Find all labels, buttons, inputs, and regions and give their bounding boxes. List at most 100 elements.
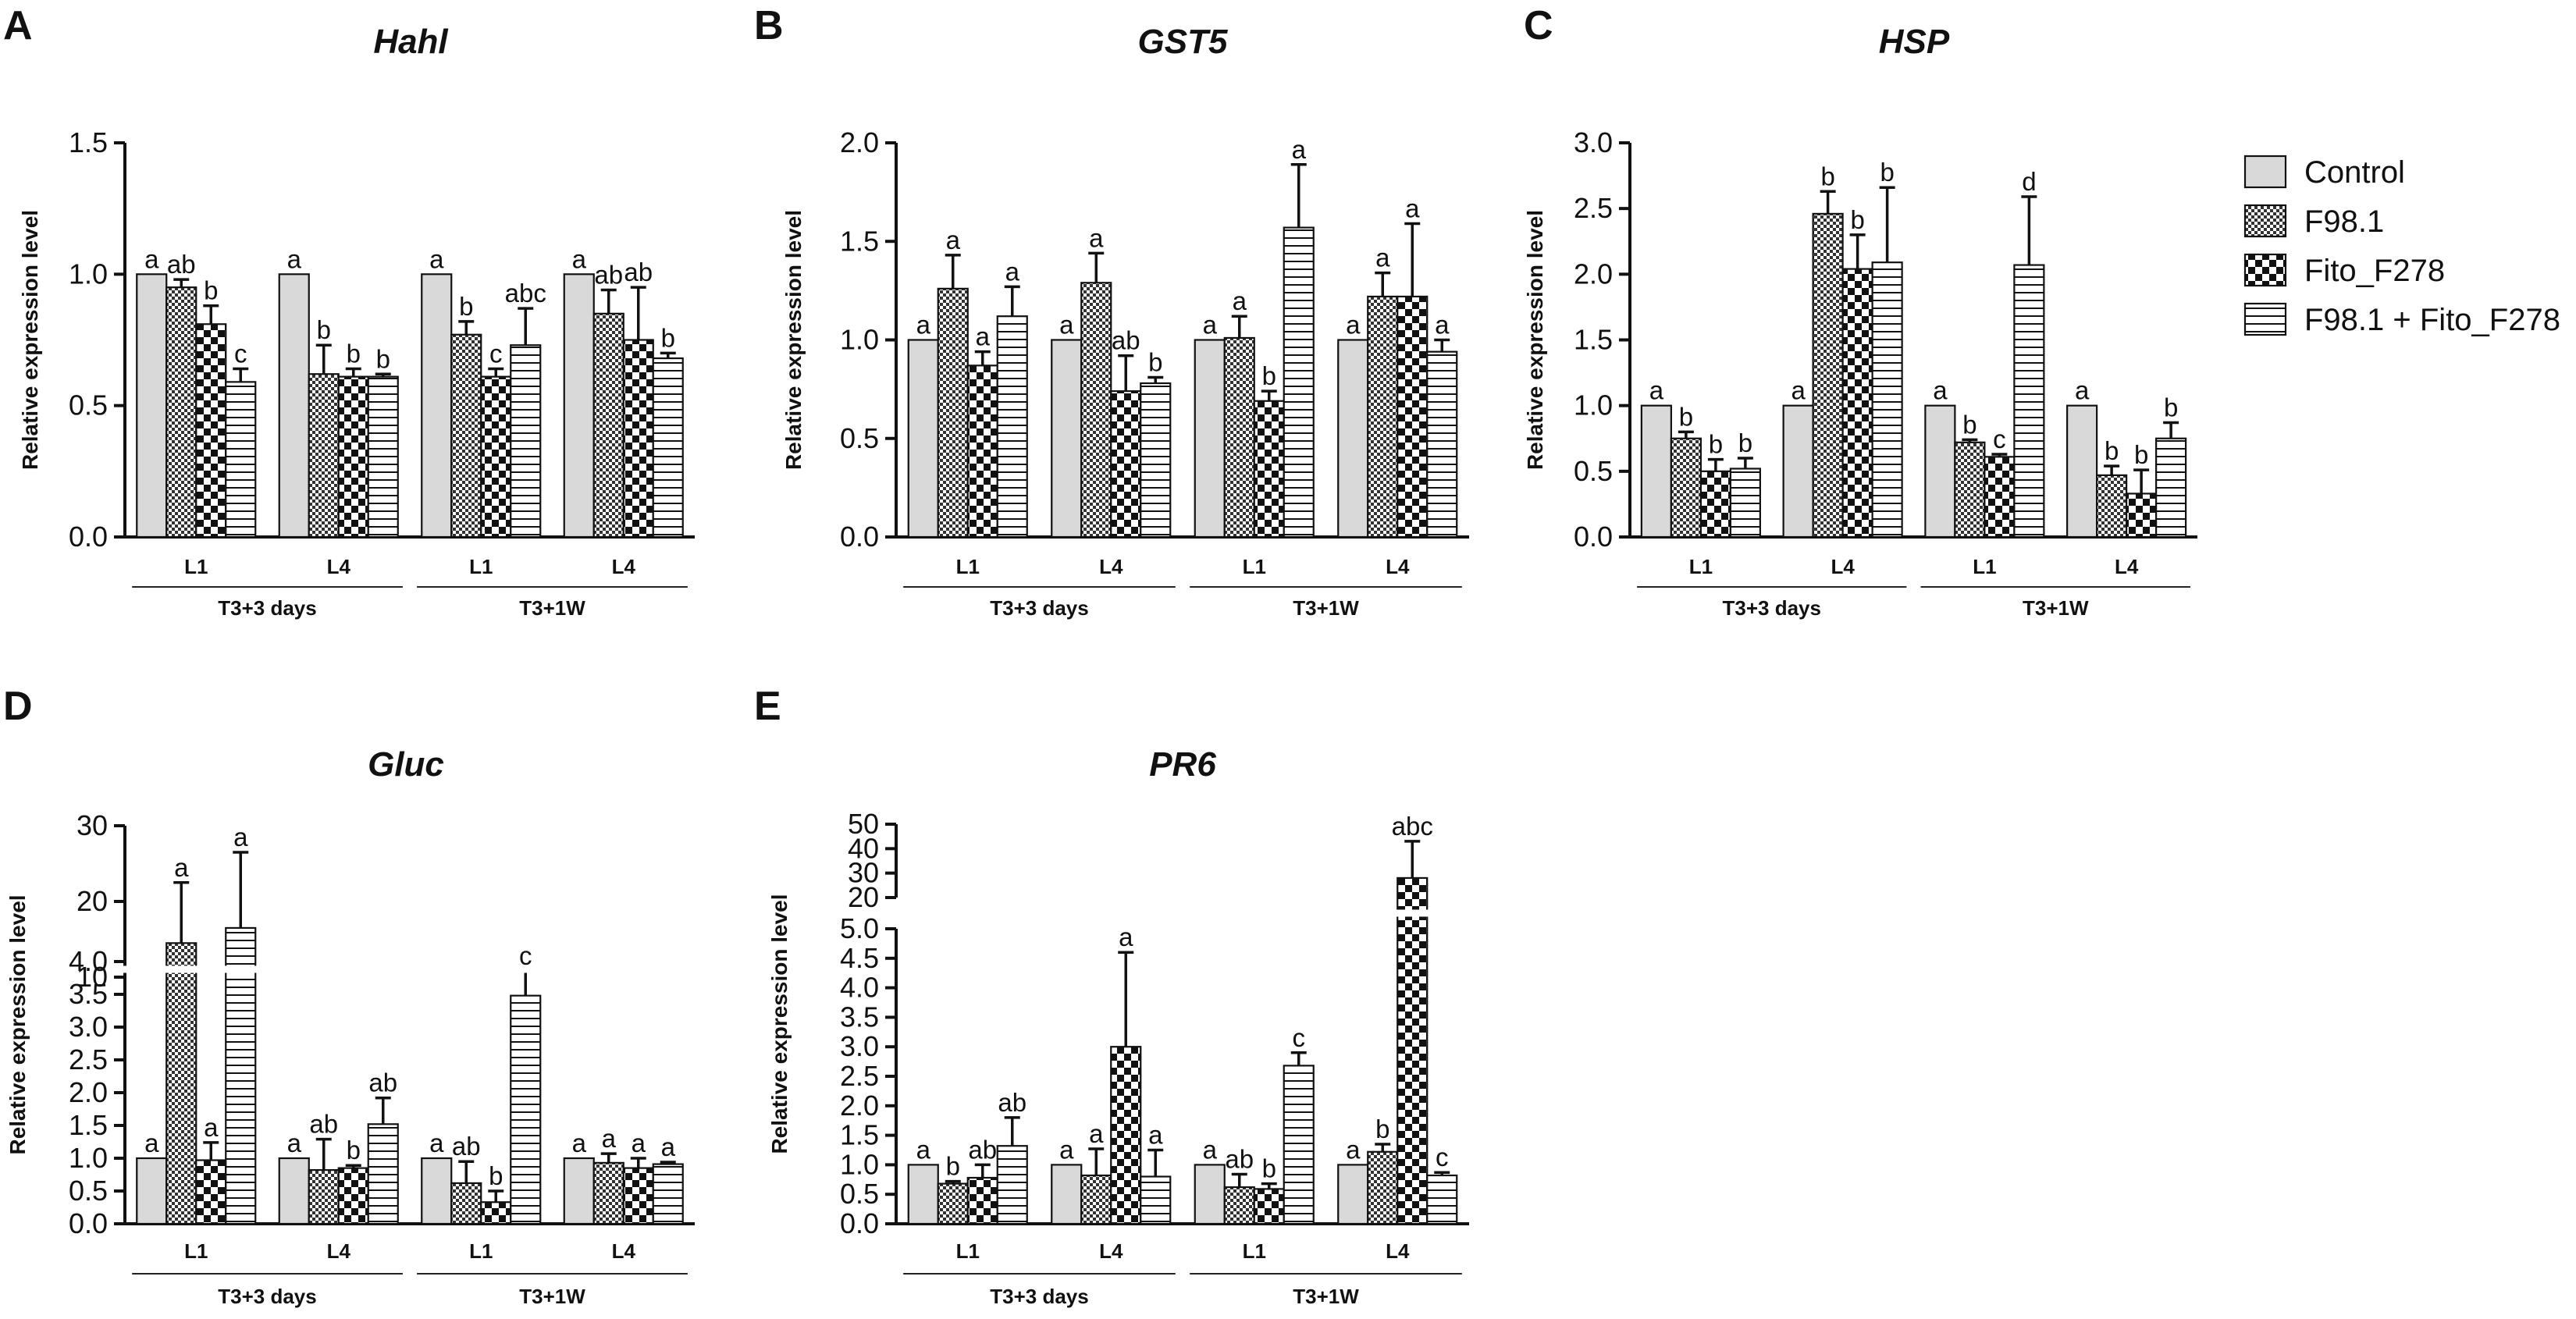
significance-letter: b — [376, 344, 390, 373]
bar — [165, 942, 197, 1225]
bar — [450, 1182, 482, 1225]
significance-letter: a — [1649, 376, 1664, 405]
significance-letter: a — [1375, 244, 1390, 272]
bar — [1253, 400, 1285, 539]
significance-letter: a — [429, 1129, 444, 1157]
panel-e: E PR6 Relative expression level 0.00.51.01.… — [754, 684, 1471, 1308]
y-tick-label: 1.5 — [1574, 324, 1613, 356]
y-tick-label: 1.5 — [840, 225, 879, 257]
x-tick-label: L4 — [327, 1239, 351, 1263]
bar — [1782, 404, 1814, 539]
significance-letter: b — [1820, 162, 1834, 190]
significance-letter: a — [429, 244, 444, 273]
y-tick-label: 2.0 — [1574, 258, 1613, 290]
y-axis-label: Relative expression level — [1523, 210, 1547, 470]
significance-letter: ab — [368, 1068, 397, 1097]
y-tick-label: 20 — [848, 881, 879, 913]
x-tick-label: L1 — [469, 555, 493, 578]
legend-swatch-f981 — [2243, 204, 2287, 238]
y-tick-label: 2.0 — [840, 126, 879, 158]
bar — [1080, 282, 1112, 539]
y-tick-label: 1.5 — [840, 1119, 879, 1151]
y-axis-label: Relative expression level — [781, 210, 806, 470]
bar — [652, 357, 684, 539]
legend-label-control: Control — [2304, 155, 2405, 190]
significance-letter: a — [1089, 223, 1104, 252]
y-tick-label: 3.5 — [69, 978, 108, 1010]
bar — [996, 315, 1028, 539]
significance-letter: a — [1233, 286, 1247, 315]
x-tick-label: L4 — [1386, 555, 1410, 578]
bar — [367, 1123, 399, 1225]
significance-letter: a — [916, 1135, 931, 1164]
significance-letter: a — [1405, 194, 1420, 223]
chart-title: PR6 — [1149, 745, 1216, 784]
bar — [165, 286, 197, 539]
chart-title: GST5 — [1138, 23, 1228, 61]
significance-letter: a — [174, 853, 189, 882]
y-tick-label: 50 — [848, 808, 879, 840]
bar — [278, 1157, 310, 1225]
x-tick-label: L1 — [1243, 555, 1266, 578]
significance-letter: a — [1089, 1119, 1104, 1148]
y-tick-label: 5.0 — [840, 912, 879, 944]
x-tick-label: L1 — [184, 1239, 208, 1263]
significance-letter: a — [1005, 257, 1020, 286]
bar — [136, 273, 168, 539]
bar — [2096, 474, 2128, 539]
significance-letter: b — [946, 1152, 960, 1181]
significance-letter: a — [572, 244, 587, 273]
group-label: T3+1W — [1293, 596, 1359, 620]
bar — [1223, 1186, 1255, 1225]
bar — [907, 339, 939, 539]
y-tick-label: 0.0 — [69, 1207, 108, 1239]
significance-letter: b — [347, 1136, 361, 1164]
bar — [1283, 226, 1315, 539]
significance-letter: b — [2105, 436, 2119, 465]
bar — [1426, 1174, 1458, 1225]
significance-letter: a — [287, 244, 302, 273]
group-label: T3+3 days — [218, 596, 316, 620]
bar — [1051, 1164, 1083, 1225]
significance-letter: b — [204, 276, 218, 305]
group-label: T3+3 days — [990, 1285, 1088, 1308]
bar — [195, 323, 227, 539]
bar — [907, 1164, 939, 1225]
panel-letter: D — [3, 684, 33, 729]
bar — [1426, 350, 1458, 539]
significance-letter: a — [287, 1129, 302, 1157]
y-tick-label: 2.0 — [69, 1076, 108, 1108]
panel-a: A Hahl Relative expression level 0.0 0.5 1.0 1… — [3, 3, 695, 620]
y-tick-label: 0.5 — [69, 389, 108, 421]
significance-letter: ab — [968, 1135, 997, 1164]
significance-letter: c — [519, 941, 532, 970]
significance-letter: b — [1738, 428, 1752, 457]
chart-title: Gluc — [368, 745, 444, 784]
significance-letter: b — [1679, 402, 1693, 431]
y-tick-label: 30 — [76, 809, 108, 841]
x-tick-label: L1 — [184, 555, 208, 578]
significance-letter: b — [1375, 1115, 1389, 1143]
significance-letter: a — [1933, 376, 1948, 405]
bar — [1337, 339, 1369, 539]
y-tick-label: 0.5 — [840, 422, 879, 454]
y-axis-label: Relative expression level — [18, 210, 42, 470]
bar — [1140, 1175, 1172, 1225]
y-tick-label: 0.5 — [1574, 455, 1613, 487]
bar — [1670, 437, 1702, 539]
bar — [480, 375, 512, 539]
significance-letter: a — [1435, 311, 1450, 340]
bar — [136, 1157, 168, 1225]
bar — [1841, 268, 1873, 539]
bar — [480, 1201, 512, 1225]
bar — [1110, 390, 1142, 539]
legend-swatch-fito — [2243, 253, 2287, 287]
x-tick-label: L1 — [1973, 555, 1996, 578]
y-tick-label: 1.0 — [840, 324, 879, 356]
significance-letter: c — [234, 340, 247, 368]
bar — [337, 375, 369, 539]
bar — [1253, 1188, 1285, 1225]
bar — [996, 1145, 1028, 1225]
significance-letter: b — [1850, 205, 1864, 234]
legend: Control F98.1 Fito_F278 F98.1 + Fito_F278 — [2243, 155, 2560, 337]
